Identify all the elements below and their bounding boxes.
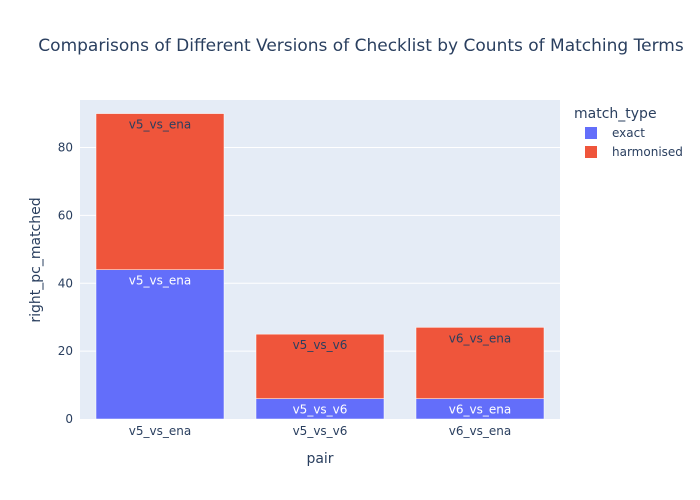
y-tick-label: 0 — [65, 412, 73, 426]
x-tick-label: v5_vs_v6 — [293, 424, 348, 438]
y-tick-label: 60 — [58, 208, 73, 222]
y-tick-label: 40 — [58, 276, 73, 290]
bar-label: v6_vs_ena — [449, 403, 511, 417]
y-axis-ticks: 0 20 40 60 80 — [58, 141, 73, 426]
bar-exact-v5_vs_ena — [95, 269, 225, 420]
legend-label-exact: exact — [612, 126, 645, 140]
legend: match_type exact harmonised — [574, 106, 683, 159]
x-axis-title: pair — [306, 451, 333, 467]
x-tick-label: v5_vs_ena — [129, 424, 191, 438]
bar-harmonised-v5_vs_ena — [95, 113, 225, 270]
bar-harmonised-v5_vs_v6 — [255, 333, 385, 399]
legend-title: match_type — [574, 106, 657, 122]
bars — [95, 113, 545, 420]
bar-label: v6_vs_ena — [449, 331, 511, 345]
bar-label: v5_vs_v6 — [293, 338, 348, 352]
y-tick-label: 80 — [58, 141, 73, 155]
x-tick-label: v6_vs_ena — [449, 424, 511, 438]
legend-label-harmonised: harmonised — [612, 145, 683, 159]
legend-swatch-exact — [585, 127, 597, 139]
y-tick-label: 20 — [58, 344, 73, 358]
bar-labels: v5_vs_ena v5_vs_ena v5_vs_v6 v5_vs_v6 v6_vs_… — [129, 118, 511, 417]
bar-label: v5_vs_v6 — [293, 403, 348, 417]
x-axis-ticks: v5_vs_ena v5_vs_v6 v6_vs_ena — [129, 424, 511, 438]
bar-harmonised-v6_vs_ena — [415, 327, 545, 399]
bar-label: v5_vs_ena — [129, 118, 191, 132]
bar-label: v5_vs_ena — [129, 274, 191, 288]
legend-swatch-harmonised — [585, 146, 597, 158]
chart-title: Comparisons of Different Versions of Che… — [38, 36, 684, 56]
y-axis-title: right_pc_matched — [28, 197, 44, 322]
